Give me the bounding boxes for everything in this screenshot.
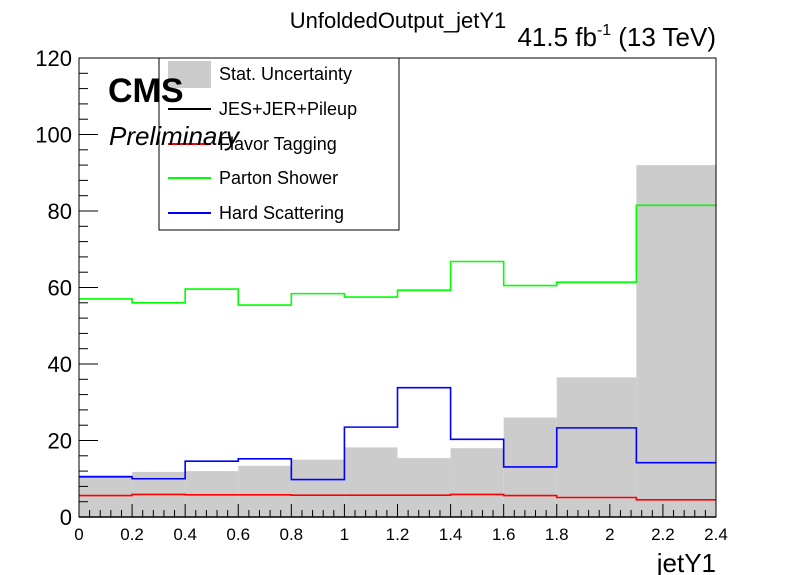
x-tick-label: 1 bbox=[340, 525, 349, 544]
x-tick-label: 0 bbox=[74, 525, 83, 544]
stat-uncertainty-bar bbox=[344, 447, 398, 517]
cms-label: CMS bbox=[108, 72, 184, 110]
stat-uncertainty-bar bbox=[238, 465, 292, 517]
x-axis-label: jetY1 bbox=[656, 548, 716, 575]
x-tick-label: 1.6 bbox=[492, 525, 516, 544]
lumi-value: 41.5 fb bbox=[517, 22, 597, 52]
y-tick-label: 40 bbox=[48, 352, 72, 377]
stat-uncertainty-bar bbox=[636, 165, 716, 517]
y-tick-label: 60 bbox=[48, 276, 72, 301]
preliminary-label: Preliminary bbox=[109, 121, 241, 151]
flavor-tagging-line bbox=[79, 493, 716, 501]
legend-label-jes-jer-pileup: JES+JER+Pileup bbox=[219, 99, 357, 119]
stat-uncertainty-bar bbox=[450, 448, 504, 517]
legend: Stat. Uncertainty JES+JER+Pileup Flavor Ta… bbox=[158, 57, 400, 231]
legend-label-parton-shower: Parton Shower bbox=[219, 168, 338, 188]
x-tick-label: 1.8 bbox=[545, 525, 569, 544]
x-tick-label: 0.8 bbox=[280, 525, 304, 544]
y-tick-label: 120 bbox=[35, 46, 72, 71]
legend-label-hard-scattering: Hard Scattering bbox=[219, 203, 344, 223]
stat-uncertainty-bars bbox=[79, 165, 716, 517]
hard-scattering-line bbox=[79, 386, 716, 481]
x-tick-label: 0.6 bbox=[226, 525, 250, 544]
x-tick-label: 0.4 bbox=[173, 525, 197, 544]
y-tick-label: 100 bbox=[35, 123, 72, 148]
legend-swatch-stat-uncertainty bbox=[168, 61, 211, 88]
lumi-label: 41.5 fb-1 (13 TeV) bbox=[517, 22, 716, 52]
x-tick-label: 2 bbox=[605, 525, 614, 544]
x-tick-label: 2.2 bbox=[651, 525, 675, 544]
legend-label-flavor-tagging: Flavor Tagging bbox=[219, 134, 337, 154]
axis-ticks bbox=[78, 57, 717, 518]
stat-uncertainty-bar bbox=[556, 377, 637, 517]
y-tick-labels: 0 20 40 60 80 100 120 bbox=[35, 46, 72, 530]
stat-uncertainty-bar bbox=[291, 459, 345, 517]
x-tick-label: 2.4 bbox=[704, 525, 728, 544]
y-tick-label: 20 bbox=[48, 429, 72, 454]
stat-uncertainty-bar bbox=[397, 458, 451, 517]
x-tick-label: 1.2 bbox=[386, 525, 410, 544]
lumi-energy: (13 TeV) bbox=[618, 22, 716, 52]
x-tick-label: 1.4 bbox=[439, 525, 463, 544]
x-tick-label: 0.2 bbox=[120, 525, 144, 544]
parton-shower-line bbox=[79, 204, 716, 306]
x-tick-labels: 0 0.2 0.4 0.6 0.8 1 1.2 1.4 1.6 1.8 2 2.2 2.4 bbox=[74, 525, 728, 544]
chart-title: UnfoldedOutput_jetY1 bbox=[290, 8, 507, 33]
legend-label-stat-uncertainty: Stat. Uncertainty bbox=[219, 64, 352, 84]
lumi-exponent: -1 bbox=[597, 22, 611, 39]
y-tick-label: 0 bbox=[60, 505, 72, 530]
y-tick-label: 80 bbox=[48, 199, 72, 224]
